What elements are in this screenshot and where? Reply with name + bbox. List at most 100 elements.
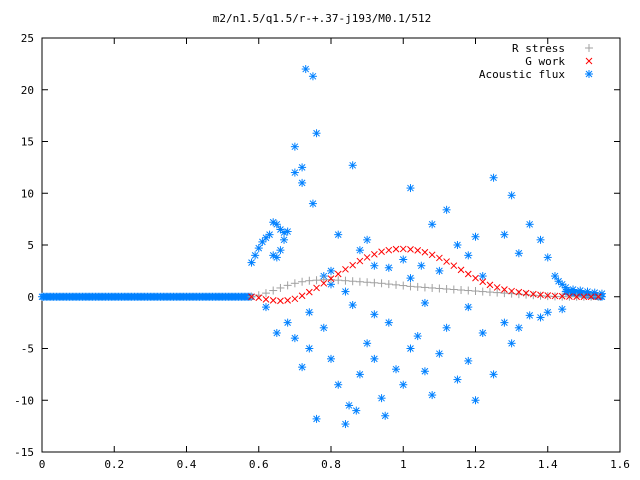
data-point-stroke (284, 228, 292, 235)
data-point-stroke (378, 394, 385, 402)
data-point (377, 394, 386, 403)
data-point (420, 367, 429, 376)
data-point (345, 401, 354, 410)
data-point-stroke (551, 272, 559, 280)
data-point (265, 230, 274, 239)
data-point (413, 332, 422, 341)
data-point (435, 266, 444, 275)
data-point (327, 275, 335, 282)
y-tick-label: 0 (27, 291, 34, 304)
data-point (428, 220, 437, 229)
data-point (525, 220, 534, 229)
data-point (248, 293, 255, 301)
y-tick-label: 10 (21, 187, 34, 200)
data-point-stroke (349, 161, 357, 169)
y-tick-label: -5 (21, 343, 34, 356)
data-point (341, 276, 350, 285)
data-point-stroke (342, 265, 349, 273)
data-point (507, 339, 516, 348)
data-point-stroke (587, 293, 595, 301)
data-point (525, 311, 534, 320)
data-point (471, 396, 480, 405)
data-point-stroke (457, 266, 465, 274)
data-point-stroke (327, 280, 335, 288)
data-point-stroke (421, 299, 429, 307)
data-point (392, 365, 401, 374)
data-point-stroke (309, 72, 317, 80)
data-point (319, 275, 328, 284)
data-point (370, 261, 379, 270)
data-point (305, 288, 313, 296)
legend-marker (585, 70, 593, 78)
data-point-stroke (313, 284, 320, 292)
data-point (489, 173, 498, 182)
data-point (312, 414, 321, 423)
data-point (569, 285, 578, 294)
data-point (385, 246, 393, 254)
data-point (298, 292, 306, 300)
data-point-stroke (356, 371, 364, 378)
data-point (580, 293, 588, 301)
data-point-stroke (584, 288, 591, 295)
data-point (334, 270, 342, 278)
data-point-stroke (407, 345, 414, 352)
data-point-stroke (385, 246, 393, 254)
data-point-stroke (464, 251, 472, 259)
data-point (399, 380, 408, 389)
data-point (536, 291, 545, 300)
data-point-stroke (381, 412, 389, 420)
data-point (493, 288, 502, 297)
data-point-stroke (363, 339, 371, 347)
data-point-stroke (273, 220, 281, 228)
data-point (319, 323, 328, 332)
data-point (348, 301, 357, 310)
data-point (413, 282, 422, 291)
data-point (284, 297, 292, 304)
data-point-stroke (334, 270, 342, 278)
data-point (327, 275, 335, 284)
data-point (543, 253, 552, 262)
data-point (493, 284, 501, 291)
data-point (514, 323, 523, 332)
data-point (277, 297, 284, 305)
data-point-stroke (421, 248, 429, 256)
data-point-stroke (443, 206, 450, 214)
data-point (261, 303, 270, 312)
data-point (291, 295, 299, 303)
data-point (320, 279, 328, 287)
data-point (290, 142, 299, 151)
data-point-stroke (392, 365, 400, 373)
data-point-stroke (428, 220, 436, 228)
data-point (327, 354, 335, 363)
data-point (313, 284, 320, 292)
data-point-stroke (555, 277, 562, 285)
data-point (355, 246, 364, 255)
data-point (355, 277, 364, 286)
data-point (305, 344, 314, 353)
data-point (558, 305, 567, 314)
data-point-stroke (266, 231, 273, 239)
data-point-stroke (291, 169, 299, 176)
x-tick-label: 1 (400, 458, 407, 471)
data-point-stroke (558, 292, 566, 300)
data-point-stroke (594, 293, 602, 301)
data-point-stroke (284, 319, 292, 326)
data-point-stroke (526, 312, 534, 319)
data-point-stroke (501, 286, 508, 293)
data-point (576, 286, 585, 295)
data-point (406, 344, 415, 353)
data-point (352, 406, 361, 415)
x-tick-label: 1.6 (610, 458, 630, 471)
data-point-stroke (392, 245, 400, 253)
data-point-stroke (334, 231, 342, 239)
data-point (478, 328, 487, 337)
data-point (349, 261, 357, 269)
data-point (341, 287, 350, 296)
chart-title: m2/n1.5/q1.5/r-+.37-j193/M0.1/512 (213, 12, 432, 25)
data-point (508, 287, 515, 295)
data-point (283, 227, 292, 236)
data-point-stroke (515, 288, 523, 296)
data-point-stroke (298, 363, 306, 371)
data-point (308, 199, 317, 208)
data-point-stroke (472, 233, 479, 241)
